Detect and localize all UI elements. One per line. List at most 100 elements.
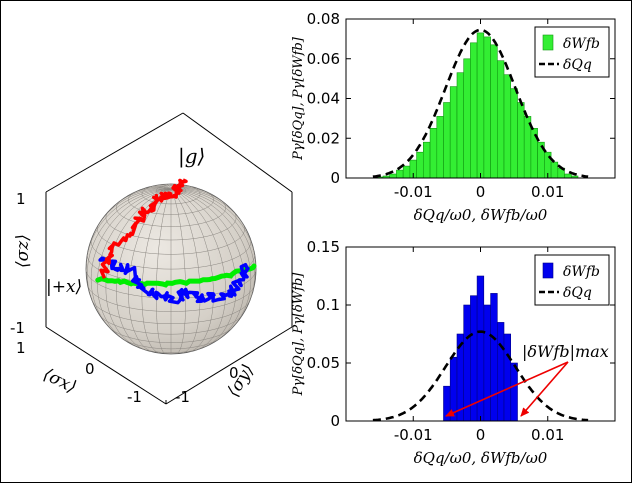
sphere-longitude-line — [170, 188, 214, 353]
histogram-bar — [550, 161, 559, 179]
sphere-longitude-line — [154, 185, 172, 190]
sphere-longitude-line — [170, 188, 228, 206]
top-x-axis-label: δQq/ω0, δWfb/ω0 — [414, 206, 548, 224]
histogram-bar — [396, 169, 404, 179]
sphere-longitude-line — [170, 188, 245, 342]
y-tick-label: 0.1 — [316, 296, 340, 314]
annotation-arrow-right — [520, 361, 569, 417]
histogram-bar — [402, 165, 411, 179]
x-tick-1: 1 — [16, 339, 26, 357]
histogram-bar — [490, 44, 498, 179]
sphere-longitude-line — [86, 188, 172, 264]
y-tick-label: 0.04 — [307, 90, 340, 108]
histogram-bar — [449, 86, 458, 179]
sphere-longitude-line — [142, 186, 172, 190]
sphere-longitude-line — [129, 187, 172, 195]
sphere-longitude-line — [170, 188, 256, 270]
trajectories — [95, 178, 257, 305]
histogram-bar — [443, 102, 451, 179]
histogram-bar — [436, 116, 444, 179]
sphere-longitude-line — [90, 188, 172, 330]
bloch-sphere-panel: |g⟩ |+x⟩ ⟨σz⟩ ⟨σx⟩ ⟨σy⟩ 1 -1 1 0 -1 0 -1 — [10, 112, 293, 406]
sphere-longitude-line — [95, 188, 172, 230]
z-tick-1: 1 — [16, 190, 26, 208]
histogram-bar — [517, 102, 525, 179]
histogram-bar — [564, 173, 572, 179]
sphere-longitude-line — [141, 189, 172, 354]
y-tick-label: 0.05 — [307, 354, 340, 372]
sigma-x-axis-label: ⟨σx⟩ — [40, 365, 80, 398]
histogram-bar — [510, 362, 518, 422]
x-tick-label: 0.01 — [531, 183, 564, 201]
bottom-y-axis-label: Pγ[δQq], Pγ[δWfb] — [291, 272, 306, 397]
red-trajectory — [99, 178, 188, 279]
green-trajectory — [95, 263, 257, 288]
histogram-bar — [389, 173, 397, 179]
histogram-bar — [463, 304, 471, 422]
histogram-bar — [456, 72, 464, 179]
bottom-x-axis-label: δQq/ω0, δWfb/ω0 — [414, 449, 548, 467]
x-tick-minus1: -1 — [127, 388, 142, 406]
sphere-longitude-line — [150, 185, 172, 190]
histogram-bar — [483, 36, 491, 179]
y-tick-label: 0.02 — [307, 129, 340, 147]
x-tick-label: -0.01 — [394, 183, 433, 201]
histogram-bar — [496, 322, 505, 422]
x-tick-label: 0 — [476, 183, 486, 201]
histogram-bar — [490, 293, 498, 422]
legend-bar-swatch — [542, 262, 554, 279]
sphere-longitude-line — [170, 188, 255, 305]
sphere-longitude-line — [161, 184, 172, 190]
histogram-bar — [510, 88, 518, 179]
histogram-bottom: 0 0.05 0.1 0.15 -0.01 0 0.01 — [307, 238, 616, 444]
histogram-bar — [503, 74, 511, 179]
ket-g-label: |g⟩ — [178, 144, 205, 169]
legend-bar-swatch — [542, 34, 554, 51]
histogram-bar — [429, 128, 438, 179]
legend-top-curve-label: δQq — [563, 57, 592, 73]
sphere-longitude-line — [170, 188, 252, 330]
sphere-longitude-line — [105, 188, 172, 348]
sphere-longitude-line — [170, 188, 237, 348]
y-tick-label: 0.08 — [307, 10, 340, 28]
sphere-longitude-line — [116, 188, 172, 351]
sphere-longitude-line — [170, 188, 247, 230]
x-tick-label: 0.01 — [531, 426, 564, 444]
x-tick-label: -0.01 — [394, 426, 433, 444]
y-tick-minus1: -1 — [175, 388, 190, 406]
ket-plus-x-label: |+x⟩ — [46, 277, 82, 297]
sphere-longitude-line — [87, 188, 172, 305]
y-tick-label: 0.06 — [307, 50, 340, 68]
legend-top-bars-label: δWfb — [563, 36, 600, 52]
x-tick-label: 0 — [476, 426, 486, 444]
histogram-bar — [463, 58, 471, 179]
sigma-z-axis-label: ⟨σz⟩ — [13, 234, 33, 268]
histogram-bar — [422, 141, 431, 179]
sphere-longitude-line — [166, 184, 172, 190]
max-work-annotation: |δWfb|max — [522, 342, 609, 361]
top-y-axis-label: Pγ[δQq], Pγ[δWfb] — [291, 36, 306, 161]
annotation-arrow-left — [445, 361, 569, 417]
histogram-bar — [476, 32, 485, 179]
z-tick-minus1: -1 — [10, 319, 25, 337]
histogram-bar — [416, 151, 424, 179]
x-tick-0: 0 — [85, 360, 95, 378]
y-tick-label: 0 — [330, 169, 340, 187]
bloch-box — [45, 112, 293, 405]
histogram-bar — [496, 60, 505, 179]
legend-bottom-curve-label: δQq — [563, 285, 592, 301]
blue-trajectory — [98, 256, 250, 305]
gaussian-curve — [372, 28, 589, 178]
sphere-longitude-line — [114, 188, 172, 206]
histogram-bar — [470, 42, 478, 179]
y-tick-label: 0.15 — [307, 238, 340, 256]
histogram-top: 0 0.02 0.04 0.06 0.08 -0.01 0 0.01 — [307, 10, 616, 201]
histogram-bar — [503, 333, 511, 422]
gaussian-curve — [372, 330, 589, 422]
legend-bottom-bars-label: δWfb — [563, 264, 600, 280]
sphere-longitude-line — [170, 188, 226, 351]
y-tick-label: 0 — [330, 412, 340, 430]
histogram-bar — [483, 304, 491, 422]
